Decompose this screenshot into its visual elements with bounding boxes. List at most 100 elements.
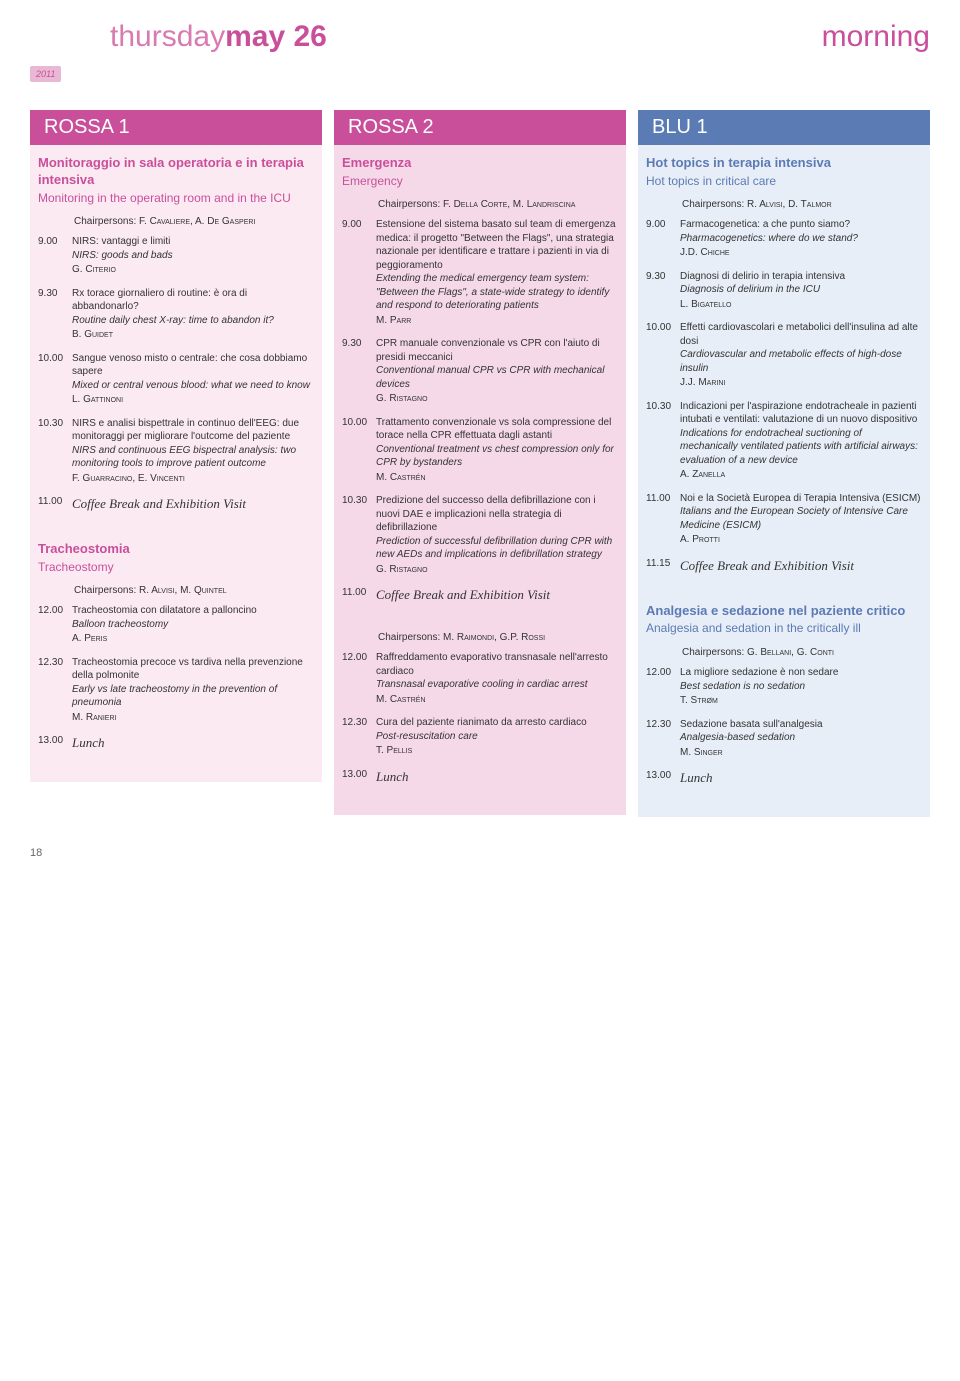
entry-content: Rx torace giornaliero di routine: è ora … bbox=[72, 287, 314, 342]
chairpersons: Chairpersons: R. Alvisi, M. Quintel bbox=[38, 585, 314, 596]
day-date: may 26 bbox=[225, 20, 327, 53]
entry-speaker: J.J. Marini bbox=[680, 376, 922, 390]
entry-content: Lunch bbox=[72, 734, 314, 752]
break-label: Coffee Break and Exhibition Visit bbox=[72, 495, 314, 513]
entry-title-en: NIRS and continuous EEG bispectral analy… bbox=[72, 444, 314, 471]
column: BLU 1Hot topics in terapia intensivaHot … bbox=[638, 110, 930, 817]
column-header: ROSSA 1 bbox=[30, 110, 322, 145]
entry-title-en: Mixed or central venous blood: what we n… bbox=[72, 379, 314, 393]
entry-time: 10.00 bbox=[646, 321, 680, 390]
schedule-entry: 12.30Sedazione basata sull'analgesiaAnal… bbox=[646, 718, 922, 760]
schedule-entry: 11.00Coffee Break and Exhibition Visit bbox=[342, 586, 618, 604]
entry-time: 13.00 bbox=[646, 769, 680, 787]
entry-content: Sedazione basata sull'analgesiaAnalgesia… bbox=[680, 718, 922, 760]
chairpersons: Chairpersons: F. Cavaliere, A. De Gasper… bbox=[38, 216, 314, 227]
entry-speaker: M. Castrén bbox=[376, 693, 618, 707]
break-label: Lunch bbox=[72, 734, 314, 752]
page-header: thursdaymay 26 morning bbox=[30, 20, 930, 54]
entry-title-en: Balloon tracheostomy bbox=[72, 618, 314, 632]
day-title: thursdaymay 26 bbox=[110, 20, 327, 54]
entry-time: 12.30 bbox=[342, 716, 376, 758]
column-header: BLU 1 bbox=[638, 110, 930, 145]
entry-title-it: Diagnosi di delirio in terapia intensiva bbox=[680, 270, 922, 284]
entry-title-en: Post-resuscitation care bbox=[376, 730, 618, 744]
entry-time: 10.30 bbox=[38, 417, 72, 486]
entry-time: 9.00 bbox=[38, 235, 72, 277]
chairpersons: Chairpersons: G. Bellani, G. Conti bbox=[646, 647, 922, 658]
schedule-entry: 10.00Effetti cardiovascolari e metabolic… bbox=[646, 321, 922, 390]
entry-time: 12.00 bbox=[38, 604, 72, 646]
entry-time: 12.30 bbox=[38, 656, 72, 725]
entry-title-en: Routine daily chest X-ray: time to aband… bbox=[72, 314, 314, 328]
entry-title-it: Tracheostomia con dilatatore a palloncin… bbox=[72, 604, 314, 618]
entry-title-it: Raffreddamento evaporativo transnasale n… bbox=[376, 651, 618, 678]
entry-content: Sangue venoso misto o centrale: che cosa… bbox=[72, 352, 314, 407]
entry-time: 10.30 bbox=[646, 400, 680, 482]
entry-content: Indicazioni per l'aspirazione endotrache… bbox=[680, 400, 922, 482]
entry-title-it: Sedazione basata sull'analgesia bbox=[680, 718, 922, 732]
page-number: 18 bbox=[30, 847, 930, 859]
entry-title-it: Noi e la Società Europea di Terapia Inte… bbox=[680, 492, 922, 506]
column: ROSSA 1 Monitoraggio in sala operatoria e… bbox=[30, 110, 322, 817]
schedule-entry: 12.00Tracheostomia con dilatatore a pall… bbox=[38, 604, 314, 646]
entry-content: Raffreddamento evaporativo transnasale n… bbox=[376, 651, 618, 706]
schedule-entry: 12.00La migliore sedazione è non sedareB… bbox=[646, 666, 922, 708]
entry-content: Coffee Break and Exhibition Visit bbox=[72, 495, 314, 513]
column: ROSSA 2EmergenzaEmergencyChairpersons: F… bbox=[334, 110, 626, 817]
chairpersons: Chairpersons: R. Alvisi, D. Talmor bbox=[646, 199, 922, 210]
session-title-it: Hot topics in terapia intensiva bbox=[646, 155, 922, 172]
entry-time: 11.15 bbox=[646, 557, 680, 575]
entry-speaker: G. Citerio bbox=[72, 263, 314, 277]
column-body: EmergenzaEmergencyChairpersons: F. Della… bbox=[334, 145, 626, 815]
schedule-entry: 10.30Indicazioni per l'aspirazione endot… bbox=[646, 400, 922, 482]
schedule-entry: 9.00NIRS: vantaggi e limitiNIRS: goods a… bbox=[38, 235, 314, 277]
entry-speaker: B. Guidet bbox=[72, 328, 314, 342]
year-badge: 2011 bbox=[30, 66, 61, 82]
entry-time: 9.30 bbox=[646, 270, 680, 312]
entry-title-en: Analgesia-based sedation bbox=[680, 731, 922, 745]
entry-title-en: Indications for endotracheal suctioning … bbox=[680, 427, 922, 468]
entry-content: Tracheostomia precoce vs tardiva nella p… bbox=[72, 656, 314, 725]
entry-time: 9.30 bbox=[38, 287, 72, 342]
entry-title-en: Pharmacogenetics: where do we stand? bbox=[680, 232, 922, 246]
entry-title-it: Sangue venoso misto o centrale: che cosa… bbox=[72, 352, 314, 379]
entry-speaker: M. Ranieri bbox=[72, 711, 314, 725]
entry-title-en: Prediction of successful defibrillation … bbox=[376, 535, 618, 562]
entry-content: Cura del paziente rianimato da arresto c… bbox=[376, 716, 618, 758]
entry-title-it: Tracheostomia precoce vs tardiva nella p… bbox=[72, 656, 314, 683]
entry-title-en: Diagnosis of delirium in the ICU bbox=[680, 283, 922, 297]
session-title-en: Hot topics in critical care bbox=[646, 174, 922, 190]
schedule-entry: 11.00Noi e la Società Europea di Terapia… bbox=[646, 492, 922, 547]
entry-speaker: G. Ristagno bbox=[376, 392, 618, 406]
entry-content: Coffee Break and Exhibition Visit bbox=[680, 557, 922, 575]
schedule-entry: 9.30Diagnosi di delirio in terapia inten… bbox=[646, 270, 922, 312]
break-label: Lunch bbox=[680, 769, 922, 787]
entry-speaker: J.D. Chiche bbox=[680, 246, 922, 260]
entry-speaker: G. Ristagno bbox=[376, 563, 618, 577]
entry-title-en: Extending the medical emergency team sys… bbox=[376, 272, 618, 313]
entry-title-en: Conventional manual CPR vs CPR with mech… bbox=[376, 364, 618, 391]
column-body: Hot topics in terapia intensiva Hot topic… bbox=[638, 145, 930, 817]
entry-content: Trattamento convenzionale vs sola compre… bbox=[376, 416, 618, 485]
entry-speaker: T. Strøm bbox=[680, 694, 922, 708]
session-title-en: Tracheostomy bbox=[38, 560, 314, 576]
schedule-entry: 12.00Raffreddamento evaporativo transnas… bbox=[342, 651, 618, 706]
entry-title-en: Best sedation is no sedation bbox=[680, 680, 922, 694]
session-title-it: Tracheostomia bbox=[38, 541, 314, 558]
entry-title-it: Predizione del successo della defibrilla… bbox=[376, 494, 618, 535]
entry-title-en: Conventional treatment vs chest compress… bbox=[376, 443, 618, 470]
entry-time: 9.00 bbox=[342, 218, 376, 327]
entry-speaker: M. Castrén bbox=[376, 471, 618, 485]
entry-time: 13.00 bbox=[38, 734, 72, 752]
entry-time: 11.00 bbox=[342, 586, 376, 604]
entry-speaker: M. Singer bbox=[680, 746, 922, 760]
entry-speaker: A. Peris bbox=[72, 632, 314, 646]
column-body: Monitoraggio in sala operatoria e in ter… bbox=[30, 145, 322, 782]
schedule-entry: 13.00Lunch bbox=[646, 769, 922, 787]
entry-title-it: NIRS: vantaggi e limiti bbox=[72, 235, 314, 249]
entry-title-it: La migliore sedazione è non sedare bbox=[680, 666, 922, 680]
session-title-it: Monitoraggio in sala operatoria e in ter… bbox=[38, 155, 314, 189]
entry-content: Tracheostomia con dilatatore a palloncin… bbox=[72, 604, 314, 646]
session-title-it: Emergenza bbox=[342, 155, 618, 172]
entry-time: 12.30 bbox=[646, 718, 680, 760]
